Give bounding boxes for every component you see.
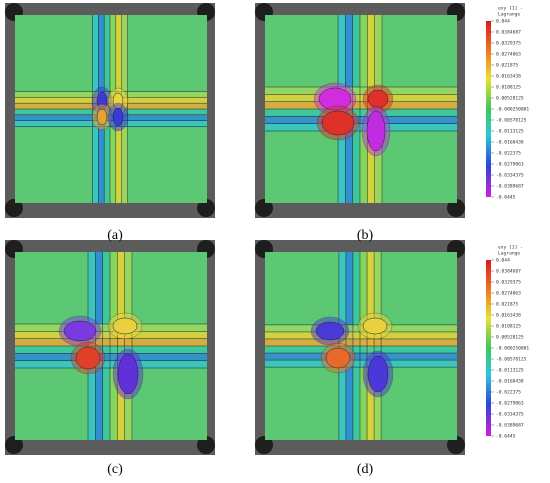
- colorbar-tick-label: 0.0108125: [496, 85, 521, 91]
- colorbar-tick-label: 0.0329375: [496, 41, 521, 47]
- clamp: [447, 436, 465, 454]
- contour-band: [15, 331, 207, 340]
- colorbar-tick-label: -0.00578125: [496, 357, 527, 363]
- strain-peak: [325, 347, 351, 369]
- colorbar-tick-label: 0.021875: [496, 63, 518, 69]
- contour-band: [15, 338, 207, 347]
- colorbar-tick-label: -0.0445: [496, 195, 516, 201]
- contour-band: [265, 346, 457, 354]
- colorbar-tick-label: 0.0163438: [496, 74, 521, 80]
- colorbar-tick-label: 0.0384687: [496, 30, 521, 36]
- strain-peak: [362, 317, 388, 335]
- colorbar-tick-label: 0.021875: [496, 302, 518, 308]
- clamp: [447, 199, 465, 217]
- colorbar: [486, 21, 491, 197]
- colorbar-tick-label: -0.000250001: [496, 107, 529, 113]
- colorbar-tick-label: 0.0108125: [496, 324, 521, 330]
- strain-peak: [75, 346, 101, 370]
- colorbar-tick-label: -0.0113125: [496, 368, 524, 374]
- colorbar-tick-label: 0.00528125: [496, 335, 524, 341]
- colorbar-tick-label: 0.0329375: [496, 280, 521, 286]
- contour-band: [265, 360, 457, 368]
- colorbar-tick-label: -0.0334375: [496, 173, 524, 179]
- colorbar-tick-label: -0.0445: [496, 434, 516, 440]
- contour-image: [5, 3, 215, 218]
- contour-band: [265, 338, 457, 347]
- contour-band: [265, 109, 457, 117]
- colorbar-tick-label: 0.0384687: [496, 269, 521, 275]
- colorbar-tick-label: 0.044: [496, 258, 510, 264]
- colorbar-tick-label: 0.044: [496, 19, 510, 25]
- contour-band: [265, 353, 457, 361]
- panel-label: (a): [107, 228, 123, 243]
- contour-band: [15, 360, 207, 369]
- colorbar: [486, 260, 491, 436]
- strain-peak: [367, 355, 389, 393]
- strain-peak: [366, 110, 386, 152]
- strain-peak: [367, 89, 389, 109]
- colorbar-tick-label: -0.0168438: [496, 140, 524, 146]
- panel-label: (d): [357, 462, 374, 477]
- strain-peak: [321, 110, 355, 136]
- contour-image: [255, 3, 465, 218]
- colorbar-tick-label: 0.00528125: [496, 96, 524, 102]
- colorbar-subtitle: Lagrange: [498, 12, 520, 18]
- clamp: [5, 436, 23, 454]
- colorbar-tick-label: -0.0334375: [496, 412, 524, 418]
- colorbar-tick-label: 0.0163438: [496, 313, 521, 319]
- colorbar-tick-label: -0.0113125: [496, 129, 524, 135]
- clamp: [5, 199, 23, 217]
- colorbar-tick-label: -0.00578125: [496, 118, 527, 124]
- strain-peak: [112, 107, 124, 127]
- colorbar-tick-label: -0.0389687: [496, 423, 524, 429]
- panel-label: (b): [357, 228, 374, 243]
- contour-band: [265, 87, 457, 95]
- contour-band: [265, 116, 457, 125]
- clamp: [197, 199, 215, 217]
- colorbar-tick-label: -0.0168438: [496, 379, 524, 385]
- colorbar-subtitle: Lagrange: [498, 251, 520, 257]
- contour-image: [255, 240, 465, 455]
- contour-band: [15, 353, 207, 362]
- colorbar-tick-label: -0.0389687: [496, 184, 524, 190]
- colorbar-tick-label: 0.0274063: [496, 291, 521, 297]
- strain-peak: [96, 108, 108, 126]
- contour-band: [265, 94, 457, 103]
- contour-band: [265, 331, 457, 340]
- clamp: [255, 436, 273, 454]
- colorbar-tick-label: 0.0274063: [496, 52, 521, 58]
- colorbar-tick-label: -0.0279063: [496, 401, 524, 407]
- strain-peak: [315, 321, 345, 341]
- strain-peak: [63, 320, 97, 342]
- contour-image: [5, 240, 215, 455]
- clamp: [255, 199, 273, 217]
- colorbar-tick-label: -0.000250001: [496, 346, 529, 352]
- strain-peak: [112, 317, 138, 335]
- colorbar-tick-label: -0.022375: [496, 151, 521, 157]
- contour-band: [265, 101, 457, 110]
- contour-band: [265, 123, 457, 132]
- panel-label: (c): [107, 462, 123, 477]
- colorbar-title: exy [1] -: [498, 245, 523, 251]
- clamp: [197, 436, 215, 454]
- colorbar-tick-label: -0.0279063: [496, 162, 524, 168]
- strain-peak: [117, 353, 139, 395]
- contour-band: [15, 346, 207, 354]
- colorbar-tick-label: -0.022375: [496, 390, 521, 396]
- colorbar-title: exy [1] -: [498, 6, 523, 12]
